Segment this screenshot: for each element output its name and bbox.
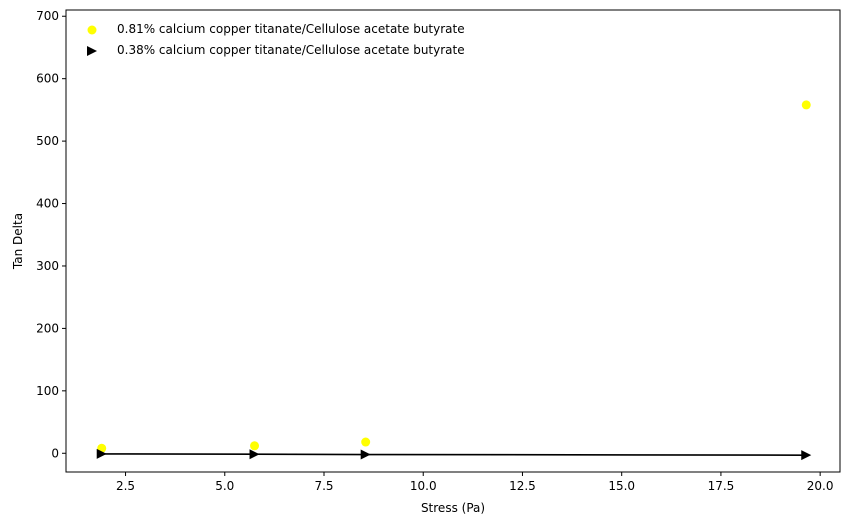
x-axis-label: Stress (Pa) — [421, 501, 485, 515]
y-tick-label: 500 — [36, 134, 59, 148]
x-tick-label: 2.5 — [116, 479, 135, 493]
y-tick-label: 400 — [36, 197, 59, 211]
y-axis-ticks: 0 100 200 300 400 500 600 700 — [36, 9, 66, 460]
legend-label: 0.38% calcium copper titanate/Cellulose … — [117, 43, 465, 57]
series-line — [101, 453, 807, 456]
x-tick-label: 10.0 — [410, 479, 437, 493]
data-point — [360, 449, 371, 460]
series-2 — [96, 448, 812, 461]
x-axis-ticks: 2.5 5.0 7.5 10.0 12.5 15.0 17.5 20.0 — [116, 472, 834, 493]
series-layer — [96, 100, 812, 461]
data-point — [801, 450, 812, 461]
plot-frame — [65, 9, 841, 473]
plot-background — [66, 10, 840, 472]
x-tick-label: 12.5 — [509, 479, 536, 493]
legend-marker — [87, 25, 97, 35]
data-point — [96, 448, 107, 459]
legend-label: 0.81% calcium copper titanate/Cellulose … — [117, 22, 465, 36]
legend-marker — [87, 46, 97, 56]
data-point — [250, 441, 260, 451]
data-point — [249, 449, 260, 460]
x-tick-label: 7.5 — [314, 479, 333, 493]
x-tick-label: 17.5 — [708, 479, 735, 493]
y-tick-label: 0 — [51, 446, 59, 460]
y-tick-label: 100 — [36, 384, 59, 398]
y-axis-label: Tan Delta — [11, 213, 25, 270]
legend: 0.81% calcium copper titanate/Cellulose … — [87, 22, 465, 57]
y-tick-label: 700 — [36, 9, 59, 23]
x-tick-label: 20.0 — [807, 479, 834, 493]
data-point — [361, 437, 371, 447]
x-tick-label: 15.0 — [608, 479, 635, 493]
y-tick-label: 600 — [36, 72, 59, 86]
y-tick-label: 200 — [36, 321, 59, 335]
data-point — [801, 100, 811, 110]
y-tick-label: 300 — [36, 259, 59, 273]
x-tick-label: 5.0 — [215, 479, 234, 493]
